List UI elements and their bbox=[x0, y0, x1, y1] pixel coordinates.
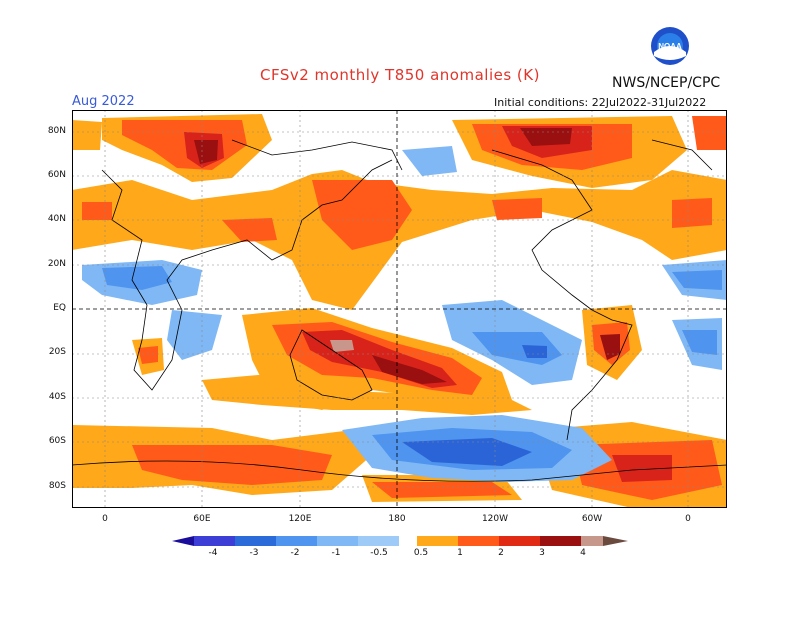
colorbar bbox=[172, 536, 628, 546]
lon-label: 0 bbox=[102, 514, 108, 524]
lat-label: EQ bbox=[53, 303, 66, 313]
lat-label: 20S bbox=[48, 347, 66, 357]
cool-region bbox=[167, 310, 222, 360]
cool-region bbox=[682, 330, 717, 355]
lon-label: 120E bbox=[288, 514, 312, 524]
lon-label: 120W bbox=[481, 514, 509, 524]
cool-region bbox=[402, 146, 457, 176]
warm-region bbox=[612, 455, 672, 482]
colorbar-label: -3 bbox=[249, 548, 259, 558]
warm-region bbox=[312, 180, 412, 250]
warm-region bbox=[492, 198, 542, 220]
warm-region bbox=[132, 445, 332, 485]
warm-region bbox=[194, 140, 218, 164]
cool-region bbox=[672, 270, 722, 290]
cool-region bbox=[522, 345, 547, 358]
colorbar-label: 1 bbox=[457, 548, 463, 558]
forecast-month: Aug 2022 bbox=[72, 94, 135, 109]
warm-region bbox=[672, 198, 712, 228]
colorbar-label: -1 bbox=[331, 548, 341, 558]
warm-region bbox=[692, 116, 727, 150]
warm-region bbox=[372, 482, 512, 498]
coastlines bbox=[72, 139, 727, 482]
organization-label: NWS/NCEP/CPC bbox=[612, 75, 721, 91]
cool-region bbox=[102, 266, 172, 290]
lon-label: 180 bbox=[388, 514, 406, 524]
colorbar-label: 2 bbox=[498, 548, 504, 558]
equator-dateline bbox=[72, 110, 727, 508]
lon-label: 60E bbox=[193, 514, 211, 524]
warm-region bbox=[372, 355, 447, 384]
colorbar-label: -0.5 bbox=[370, 548, 388, 558]
lat-label: 80S bbox=[48, 481, 66, 491]
warm-region bbox=[72, 120, 102, 150]
logo-text: NOAA bbox=[658, 42, 682, 51]
colorbar-label: -2 bbox=[290, 548, 300, 558]
warm-region bbox=[520, 128, 572, 146]
colorbar-label: 0.5 bbox=[413, 548, 429, 558]
lat-label: 40N bbox=[47, 214, 66, 224]
colorbar-label: -4 bbox=[208, 548, 218, 558]
lon-label: 0 bbox=[685, 514, 691, 524]
lat-label: 40S bbox=[48, 392, 66, 402]
warm-region bbox=[330, 340, 354, 352]
warm-region bbox=[138, 346, 158, 364]
lat-label: 20N bbox=[47, 259, 66, 269]
chart-title: CFSv2 monthly T850 anomalies (K) bbox=[260, 66, 540, 84]
graticule bbox=[72, 110, 727, 508]
warm-region bbox=[222, 218, 277, 242]
warm-region bbox=[82, 202, 112, 220]
warm-region bbox=[72, 170, 727, 310]
lat-label: 60S bbox=[48, 436, 66, 446]
warm-region bbox=[202, 372, 532, 415]
lat-label: 80N bbox=[47, 126, 66, 136]
warm-region bbox=[600, 334, 620, 360]
cool-region bbox=[402, 438, 532, 466]
colorbar-label: 4 bbox=[580, 548, 586, 558]
noaa-logo: NOAA bbox=[651, 27, 689, 65]
initial-conditions: Initial conditions: 22Jul2022-31Jul2022 bbox=[494, 96, 707, 109]
anomaly-map bbox=[72, 110, 727, 508]
lon-label: 60W bbox=[581, 514, 603, 524]
colorbar-label: 3 bbox=[539, 548, 545, 558]
lat-label: 60N bbox=[47, 170, 66, 180]
